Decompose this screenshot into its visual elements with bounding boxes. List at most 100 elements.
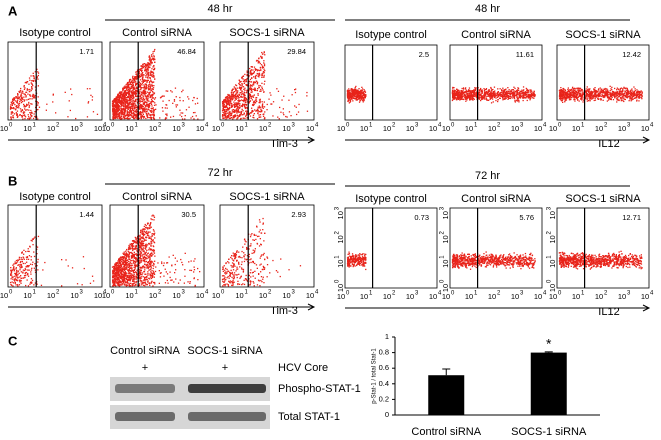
dot bbox=[97, 114, 98, 115]
dot bbox=[147, 70, 148, 71]
dot bbox=[190, 117, 191, 118]
dot bbox=[21, 116, 22, 117]
dot bbox=[573, 97, 574, 98]
dot bbox=[29, 251, 30, 252]
dot bbox=[491, 90, 492, 91]
dot bbox=[32, 280, 33, 281]
dot bbox=[239, 80, 240, 81]
dot bbox=[348, 90, 349, 91]
dot bbox=[587, 97, 588, 98]
dot bbox=[452, 96, 453, 97]
gate-value: 1.71 bbox=[79, 47, 94, 56]
dot bbox=[272, 115, 273, 116]
dot bbox=[33, 75, 34, 76]
dot bbox=[182, 112, 183, 113]
dot bbox=[356, 93, 357, 94]
dot bbox=[230, 103, 231, 104]
dot bbox=[531, 93, 532, 94]
dot bbox=[258, 76, 259, 77]
dot bbox=[229, 98, 230, 99]
dot bbox=[121, 94, 122, 95]
dot bbox=[145, 93, 146, 94]
dot bbox=[32, 96, 33, 97]
dot bbox=[483, 95, 484, 96]
dot bbox=[252, 99, 253, 100]
dot bbox=[134, 78, 135, 79]
dot bbox=[520, 97, 521, 98]
dot bbox=[358, 96, 359, 97]
dot bbox=[162, 107, 163, 108]
dot bbox=[594, 94, 595, 95]
dot-cloud bbox=[559, 86, 643, 103]
dot bbox=[197, 98, 198, 99]
dot bbox=[287, 116, 288, 117]
dot bbox=[22, 259, 23, 260]
dot bbox=[637, 94, 638, 95]
dot bbox=[239, 100, 240, 101]
dot bbox=[29, 270, 30, 271]
dot bbox=[242, 97, 243, 98]
dot bbox=[574, 99, 575, 100]
dot bbox=[25, 268, 26, 269]
dot bbox=[241, 94, 242, 95]
gate-value: 2.5 bbox=[419, 50, 429, 59]
dot bbox=[131, 115, 132, 116]
dot bbox=[136, 73, 137, 74]
dot bbox=[139, 114, 140, 115]
dot bbox=[454, 91, 455, 92]
dot bbox=[250, 81, 251, 82]
dot bbox=[561, 100, 562, 101]
dot bbox=[38, 75, 39, 76]
gate-value: 11.61 bbox=[516, 50, 534, 59]
dot bbox=[507, 95, 508, 96]
dot bbox=[362, 97, 363, 98]
dot bbox=[135, 96, 136, 97]
dot bbox=[236, 85, 237, 86]
dot bbox=[241, 118, 242, 119]
dot bbox=[502, 88, 503, 89]
dot bbox=[523, 100, 524, 101]
dot bbox=[350, 101, 351, 102]
dot bbox=[481, 98, 482, 99]
dot bbox=[603, 89, 604, 90]
dot bbox=[574, 88, 575, 89]
dot bbox=[562, 98, 563, 99]
dot bbox=[29, 255, 30, 256]
dot bbox=[251, 108, 252, 109]
dot bbox=[245, 99, 246, 100]
dot bbox=[229, 95, 230, 96]
dot bbox=[457, 89, 458, 90]
dot bbox=[611, 94, 612, 95]
dot bbox=[494, 97, 495, 98]
dot bbox=[15, 108, 16, 109]
dot bbox=[151, 75, 152, 76]
dot bbox=[126, 102, 127, 103]
dot bbox=[363, 93, 364, 94]
dot bbox=[636, 100, 637, 101]
dot bbox=[20, 262, 21, 263]
dot bbox=[136, 71, 137, 72]
plot-title: Control siRNA bbox=[122, 27, 192, 39]
dot bbox=[37, 104, 38, 105]
dot bbox=[236, 97, 237, 98]
dot bbox=[223, 103, 224, 104]
dot bbox=[359, 102, 360, 103]
dot bbox=[113, 116, 114, 117]
dot bbox=[351, 98, 352, 99]
dot bbox=[607, 96, 608, 97]
dot bbox=[564, 92, 565, 93]
dot bbox=[363, 99, 364, 100]
dot bbox=[148, 105, 149, 106]
dot bbox=[625, 91, 626, 92]
dot bbox=[598, 89, 599, 90]
dot bbox=[112, 110, 113, 111]
dot bbox=[228, 100, 229, 101]
dot bbox=[225, 117, 226, 118]
dot bbox=[501, 90, 502, 91]
dot bbox=[521, 90, 522, 91]
dot bbox=[129, 98, 130, 99]
dot bbox=[488, 94, 489, 95]
dot bbox=[172, 103, 173, 104]
dot bbox=[153, 101, 154, 102]
dot bbox=[145, 105, 146, 106]
